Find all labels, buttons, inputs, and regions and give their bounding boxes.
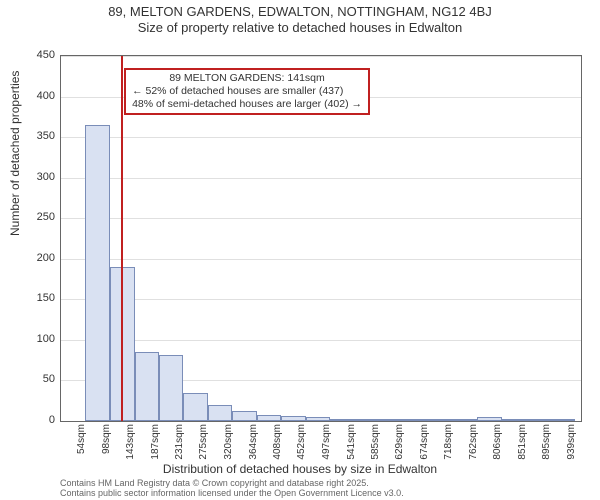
x-tick: 541sqm — [346, 424, 357, 460]
histogram-bar — [232, 411, 256, 421]
x-tick: 54sqm — [76, 424, 87, 454]
x-axis-label: Distribution of detached houses by size … — [0, 462, 600, 476]
annotation-line-2: ← 52% of detached houses are smaller (43… — [132, 85, 362, 98]
gridline — [61, 299, 581, 300]
gridline — [61, 137, 581, 138]
x-tick: 851sqm — [517, 424, 528, 460]
histogram-bar — [183, 393, 208, 421]
y-tick: 250 — [15, 211, 55, 223]
x-tick: 408sqm — [272, 424, 283, 460]
x-tick: 320sqm — [223, 424, 234, 460]
gridline — [61, 218, 581, 219]
plot-area: 89 MELTON GARDENS: 141sqm← 52% of detach… — [60, 55, 582, 422]
footnote-line-1: Contains HM Land Registry data © Crown c… — [60, 478, 369, 488]
histogram-bar — [355, 419, 379, 421]
x-tick: 452sqm — [296, 424, 307, 460]
histogram-bar — [551, 419, 575, 421]
chart-container: 89, MELTON GARDENS, EDWALTON, NOTTINGHAM… — [0, 0, 600, 500]
x-tick: 718sqm — [443, 424, 454, 460]
x-tick: 187sqm — [150, 424, 161, 460]
x-tick: 762sqm — [468, 424, 479, 460]
x-tick: 939sqm — [566, 424, 577, 460]
x-tick: 98sqm — [101, 424, 112, 454]
histogram-bar — [453, 419, 477, 421]
title-line-2: Size of property relative to detached ho… — [138, 20, 462, 35]
y-tick: 400 — [15, 90, 55, 102]
histogram-bar — [526, 419, 550, 421]
annotation-box: 89 MELTON GARDENS: 141sqm← 52% of detach… — [124, 68, 370, 115]
x-tick: 585sqm — [370, 424, 381, 460]
marker-line — [121, 56, 123, 421]
gridline — [61, 178, 581, 179]
histogram-bar — [85, 125, 109, 421]
x-tick: 364sqm — [248, 424, 259, 460]
histogram-bar — [379, 419, 404, 421]
x-tick: 674sqm — [419, 424, 430, 460]
x-tick: 806sqm — [492, 424, 503, 460]
annotation-line-3: 48% of semi-detached houses are larger (… — [132, 98, 362, 111]
histogram-bar — [159, 355, 183, 422]
histogram-bar — [404, 419, 428, 421]
histogram-bar — [330, 419, 354, 421]
histogram-bar — [208, 405, 232, 421]
x-tick: 275sqm — [198, 424, 209, 460]
x-tick: 231sqm — [174, 424, 185, 460]
y-tick: 450 — [15, 49, 55, 61]
histogram-bar — [135, 352, 159, 421]
annotation-line-1: 89 MELTON GARDENS: 141sqm — [132, 72, 362, 85]
histogram-bar — [281, 416, 306, 421]
y-tick: 300 — [15, 171, 55, 183]
gridline — [61, 259, 581, 260]
gridline — [61, 56, 581, 57]
gridline — [61, 340, 581, 341]
x-tick: 497sqm — [321, 424, 332, 460]
y-tick: 0 — [15, 414, 55, 426]
histogram-bar — [306, 417, 330, 421]
footnote-line-2: Contains public sector information licen… — [60, 488, 404, 498]
y-tick: 100 — [15, 333, 55, 345]
y-tick: 150 — [15, 292, 55, 304]
y-tick: 50 — [15, 373, 55, 385]
histogram-bar — [477, 417, 502, 421]
chart-title: 89, MELTON GARDENS, EDWALTON, NOTTINGHAM… — [0, 4, 600, 37]
y-tick: 200 — [15, 252, 55, 264]
histogram-bar — [502, 419, 526, 421]
title-line-1: 89, MELTON GARDENS, EDWALTON, NOTTINGHAM… — [108, 4, 492, 19]
y-tick: 350 — [15, 130, 55, 142]
histogram-bar — [428, 419, 452, 421]
histogram-bar — [257, 415, 281, 421]
x-tick: 629sqm — [394, 424, 405, 460]
x-tick: 143sqm — [125, 424, 136, 460]
x-tick: 895sqm — [541, 424, 552, 460]
footnote: Contains HM Land Registry data © Crown c… — [60, 478, 404, 499]
